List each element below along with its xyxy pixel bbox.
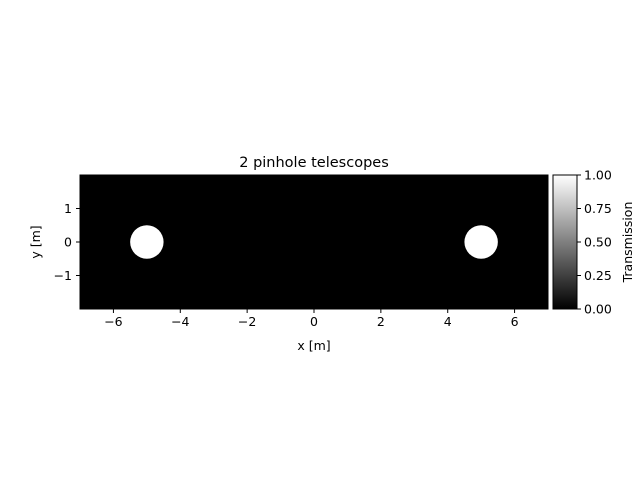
aperture-disk-1: [130, 225, 164, 259]
x-axis-label: x [m]: [297, 338, 330, 353]
y-tick-label: 0: [64, 235, 72, 250]
colorbar-ticks: 0.00 0.25 0.50 0.75 1.00: [577, 168, 612, 317]
colorbar-tick-label: 0.50: [584, 235, 612, 250]
colorbar-tick-label: 0.00: [584, 302, 612, 317]
apertures-layer: [130, 225, 498, 259]
x-tick-label: 6: [511, 314, 519, 329]
x-tick-label: −2: [238, 314, 256, 329]
colorbar-label: Transmission: [620, 202, 635, 284]
y-axis-label: y [m]: [28, 225, 43, 258]
colorbar-gradient: [552, 174, 578, 310]
x-tick-label: 2: [377, 314, 385, 329]
x-tick-label: −6: [104, 314, 122, 329]
y-tick-label: 1: [64, 201, 72, 216]
x-tick-label: 0: [310, 314, 318, 329]
plot-area: [79, 174, 549, 310]
y-tick-label: −1: [54, 268, 72, 283]
x-tick-label: −4: [171, 314, 189, 329]
colorbar-tick-label: 0.25: [584, 268, 612, 283]
y-axis: −1 0 1: [54, 201, 80, 283]
x-tick-label: 4: [444, 314, 452, 329]
aperture-disk-2: [464, 225, 498, 259]
colorbar-tick-label: 0.75: [584, 201, 612, 216]
colorbar: 0.00 0.25 0.50 0.75 1.00 Transmission: [552, 168, 635, 317]
colorbar-tick-label: 1.00: [584, 168, 612, 183]
chart-title: 2 pinhole telescopes: [239, 155, 389, 171]
x-axis: −6 −4 −2 0 2 4 6: [104, 309, 519, 329]
